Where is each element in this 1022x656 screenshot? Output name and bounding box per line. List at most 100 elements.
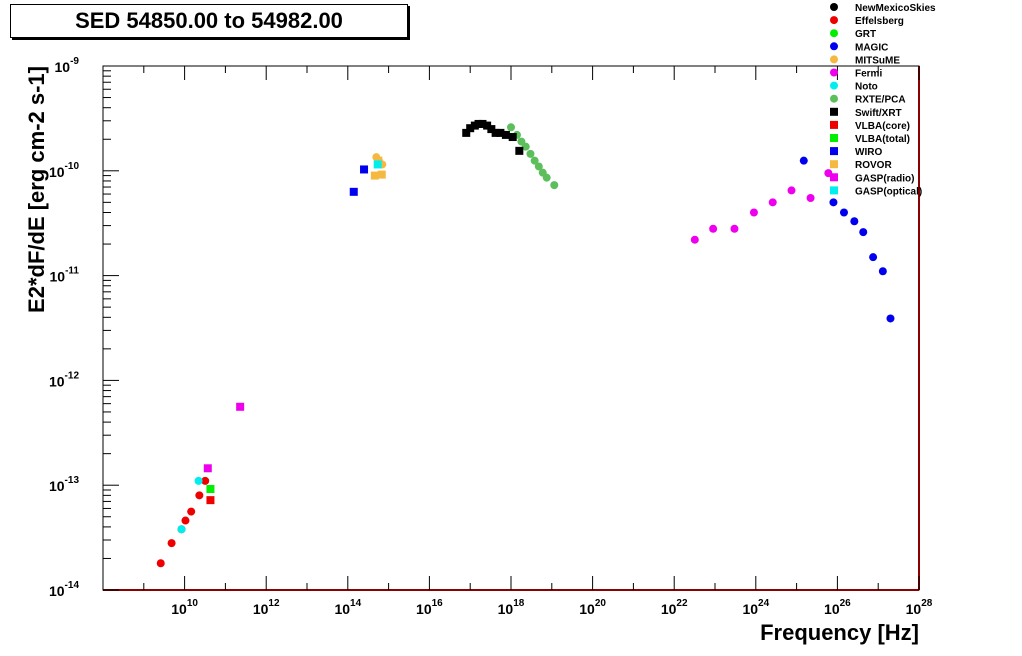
x-tick-label: 1016 [416,598,443,617]
point-swift-xrt [466,124,475,133]
chart-title: SED 54850.00 to 54982.00 [10,4,408,38]
y-tick-label: 10-13 [49,475,79,494]
legend-label: Noto [855,82,878,93]
legend-label: NewMexicoSkies [855,3,936,14]
y-tick-label: 10-12 [49,370,79,389]
point-gasp-radio [236,402,245,411]
point-fermi [730,224,739,233]
point-swift-xrt [496,128,505,137]
legend-label: MITSuME [855,55,900,66]
point-rxte-pca [507,123,515,132]
legend-label: VLBA(core) [855,121,910,132]
x-tick-label: 1028 [906,598,933,617]
point-noto [177,525,186,534]
y-axis-ticks: 10-14 10-13 10-12 10-11 10-10 10-9 [49,56,119,599]
point-swift-xrt [462,128,471,137]
y-tick-label: 10-9 [55,56,80,75]
legend-label: WIRO [855,147,882,158]
legend-label: GRT [855,29,876,40]
legend-marker [830,120,838,129]
point-swift-xrt [491,128,500,137]
point-rxte-pca [530,156,539,165]
legend-marker [830,81,838,90]
point-fermi [787,186,796,195]
legend-label: GASP(radio) [855,173,914,184]
legend-label: MAGIC [855,42,888,53]
x-tick-label: 1024 [742,598,769,617]
point-vlba-total [206,484,215,493]
point-swift-xrt [501,130,510,139]
legend-marker [830,94,838,103]
x-axis-title: Frequency [Hz] [760,620,919,645]
legend-marker [830,68,838,77]
point-magic [839,208,848,217]
point-swift-xrt [483,121,492,130]
legend-marker [830,173,838,182]
y-tick-label: 10-10 [49,161,79,180]
point-vlba-core [206,496,215,505]
point-magic [829,198,838,207]
point-magic [886,314,895,323]
point-fermi [768,198,777,207]
point-magic [878,267,887,276]
legend-label: RXTE/PCA [855,95,906,106]
point-fermi [806,194,815,203]
point-effelsberg [195,491,204,500]
legend-marker [830,16,838,25]
legend-label: VLBA(total) [855,134,910,145]
point-rovor [377,170,386,179]
legend-marker [830,134,838,142]
legend-marker [830,55,838,64]
y-axis-title: E2*dF/dE [erg cm-2 s-1] [24,66,49,313]
point-effelsberg [181,516,190,525]
point-effelsberg [167,539,176,548]
legend-label: Effelsberg [855,16,904,27]
point-gasp-optical [373,160,382,169]
point-rxte-pca [521,142,530,151]
point-magic [850,217,859,226]
x-tick-label: 1012 [253,598,280,617]
x-tick-label: 1010 [171,598,198,617]
point-magic [859,228,868,237]
point-wiro [360,165,369,174]
point-magic [869,253,878,262]
x-tick-label: 1022 [661,598,688,617]
x-tick-label: 1026 [824,598,851,617]
x-tick-label: 1014 [334,598,361,617]
legend-marker [830,29,838,38]
x-tick-label: 1020 [579,598,606,617]
point-magic [799,156,808,165]
legend-label: Fermi [855,69,882,80]
x-axis-ticks: 1010 1012 1014 1016 1018 1020 1022 1024 1026 1028 [102,66,933,617]
point-gasp-radio [203,464,212,473]
point-swift-xrt [478,119,487,128]
point-rxte-pca [542,173,551,182]
legend-marker [830,147,838,156]
legend-marker [830,42,838,51]
data-markers [156,119,895,568]
plot-frame [102,65,920,591]
point-effelsberg [187,507,196,516]
point-fermi [690,235,699,244]
point-noto [194,476,203,485]
y-tick-label: 10-11 [50,266,80,285]
point-rxte-pca [534,162,543,171]
legend: NewMexicoSkies Effelsberg GRT MAGIC MITSuME F… [830,3,936,197]
legend-label: GASP(optical) [855,186,922,197]
legend-marker [830,3,838,11]
point-effelsberg [201,476,210,485]
legend-marker [830,186,838,195]
point-swift-xrt [515,146,524,155]
point-rxte-pca [526,149,535,158]
legend-label: ROVOR [855,160,892,171]
y-tick-label: 10-14 [49,580,79,599]
legend-label: Swift/XRT [855,108,902,119]
legend-marker [830,107,838,116]
point-swift-xrt [508,133,517,142]
point-wiro [349,187,358,196]
point-fermi [749,208,758,217]
point-rovor [370,171,379,180]
point-rxte-pca [550,181,559,190]
legend-marker [830,160,838,169]
